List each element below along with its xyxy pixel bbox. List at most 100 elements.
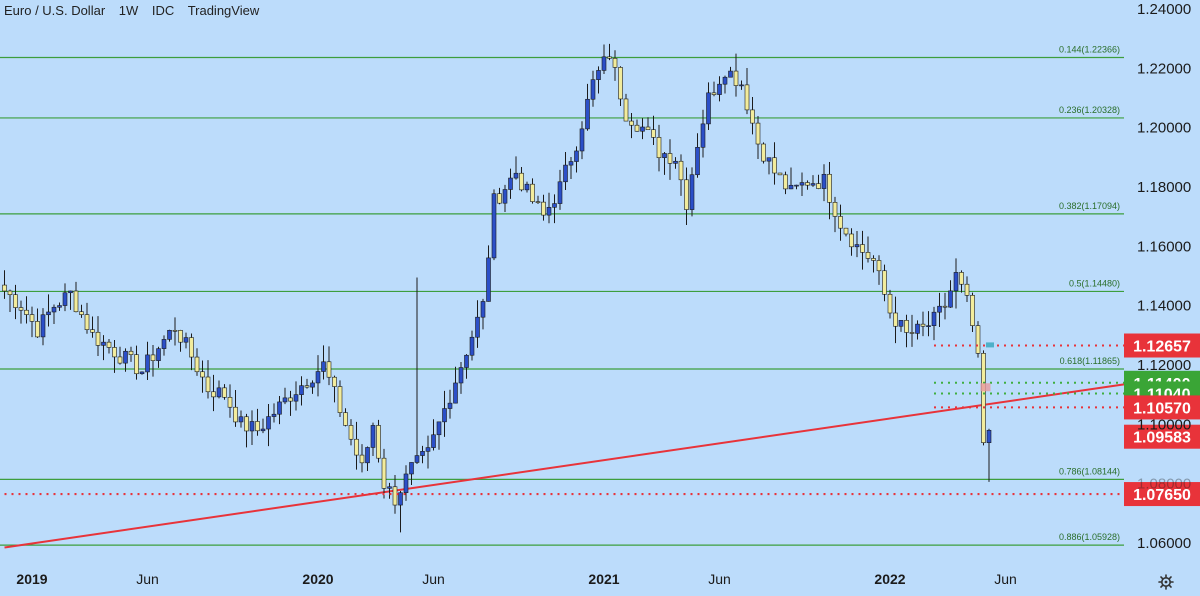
candle-body[interactable] — [24, 309, 29, 315]
candle-body[interactable] — [178, 330, 183, 343]
candle-body[interactable] — [359, 454, 365, 464]
candle-body[interactable] — [480, 301, 486, 318]
interval-label[interactable]: 1W — [118, 3, 139, 18]
candle-body[interactable] — [321, 361, 326, 372]
candle-body[interactable] — [535, 201, 541, 203]
candle-body[interactable] — [662, 153, 667, 159]
candle-body[interactable] — [370, 425, 376, 448]
candle-body[interactable] — [904, 320, 909, 333]
candle-body[interactable] — [90, 329, 95, 333]
candle-body[interactable] — [909, 332, 915, 334]
candle-body[interactable] — [222, 387, 227, 398]
candle-body[interactable] — [700, 123, 706, 148]
candle-body[interactable] — [882, 270, 887, 295]
candle-body[interactable] — [645, 126, 651, 130]
candle-body[interactable] — [920, 323, 926, 327]
candle-body[interactable] — [216, 387, 222, 398]
candle-body[interactable] — [139, 371, 145, 375]
candle-body[interactable] — [491, 193, 497, 259]
candle-body[interactable] — [18, 307, 24, 311]
candle-body[interactable] — [546, 207, 552, 216]
candle-body[interactable] — [403, 473, 409, 493]
candle-body[interactable] — [678, 160, 684, 181]
candle-body[interactable] — [469, 336, 475, 356]
candle-body[interactable] — [761, 143, 766, 162]
candle-body[interactable] — [926, 325, 931, 327]
candle-body[interactable] — [288, 397, 293, 402]
candle-body[interactable] — [238, 416, 244, 423]
candle-body[interactable] — [612, 58, 618, 68]
candle-body[interactable] — [541, 201, 546, 216]
candle-body[interactable] — [150, 354, 156, 361]
candle-body[interactable] — [876, 260, 882, 272]
candle-body[interactable] — [106, 341, 112, 348]
candle-body[interactable] — [563, 164, 568, 183]
candle-body[interactable] — [348, 425, 354, 440]
candle-body[interactable] — [623, 98, 629, 122]
candle-body[interactable] — [84, 314, 90, 330]
candle-body[interactable] — [893, 312, 898, 327]
candle-body[interactable] — [948, 290, 953, 308]
candle-body[interactable] — [62, 292, 68, 306]
candle-body[interactable] — [2, 284, 7, 292]
candle-body[interactable] — [772, 157, 777, 174]
candle-body[interactable] — [409, 462, 414, 475]
candle-body[interactable] — [915, 323, 920, 334]
candle-body[interactable] — [728, 70, 733, 78]
candle-body[interactable] — [392, 486, 398, 506]
candle-body[interactable] — [200, 371, 205, 378]
candle-body[interactable] — [684, 179, 689, 210]
candle-body[interactable] — [898, 320, 904, 327]
candle-body[interactable] — [40, 314, 46, 338]
symbol-name[interactable]: Euro / U.S. Dollar — [4, 3, 106, 18]
candle-body[interactable] — [871, 258, 876, 261]
candle-body[interactable] — [414, 455, 420, 463]
candle-body[interactable] — [425, 447, 431, 452]
candle-body[interactable] — [453, 382, 458, 404]
candle-body[interactable] — [172, 329, 178, 332]
trend-line[interactable] — [4, 383, 1125, 549]
candle-body[interactable] — [260, 428, 266, 432]
candle-body[interactable] — [695, 147, 700, 176]
candle-body[interactable] — [35, 321, 40, 338]
candle-body[interactable] — [249, 421, 255, 432]
candle-body[interactable] — [376, 425, 381, 459]
candle-body[interactable] — [849, 233, 854, 248]
candle-body[interactable] — [112, 347, 117, 358]
candle-body[interactable] — [860, 244, 865, 253]
candle-body[interactable] — [843, 227, 849, 235]
candle-body[interactable] — [799, 182, 805, 186]
candle-body[interactable] — [568, 161, 574, 166]
candle-body[interactable] — [436, 421, 442, 436]
candle-body[interactable] — [183, 337, 189, 343]
candle-body[interactable] — [673, 160, 678, 164]
candle-body[interactable] — [975, 325, 981, 354]
candle-body[interactable] — [343, 412, 348, 426]
candle-body[interactable] — [365, 447, 370, 464]
candle-body[interactable] — [255, 421, 260, 432]
candle-body[interactable] — [387, 486, 392, 489]
candle-body[interactable] — [101, 341, 106, 346]
candle-body[interactable] — [744, 84, 750, 111]
candle-body[interactable] — [629, 120, 634, 126]
candle-body[interactable] — [304, 385, 310, 388]
candle-body[interactable] — [931, 311, 937, 326]
candle-body[interactable] — [145, 354, 150, 373]
candle-body[interactable] — [981, 353, 986, 443]
candle-body[interactable] — [156, 348, 161, 361]
candle-body[interactable] — [161, 339, 167, 349]
candle-body[interactable] — [299, 385, 304, 395]
candle-body[interactable] — [211, 391, 216, 398]
candle-body[interactable] — [117, 356, 123, 364]
candle-body[interactable] — [805, 182, 810, 186]
candle-body[interactable] — [194, 356, 200, 373]
candle-body[interactable] — [332, 376, 337, 387]
candle-body[interactable] — [431, 434, 436, 448]
candle-body[interactable] — [953, 272, 959, 292]
candle-body[interactable] — [783, 174, 788, 190]
candle-body[interactable] — [832, 202, 838, 217]
candle-body[interactable] — [816, 183, 821, 189]
gear-icon[interactable] — [1158, 574, 1174, 590]
candle-body[interactable] — [733, 70, 739, 86]
candle-body[interactable] — [189, 337, 194, 358]
